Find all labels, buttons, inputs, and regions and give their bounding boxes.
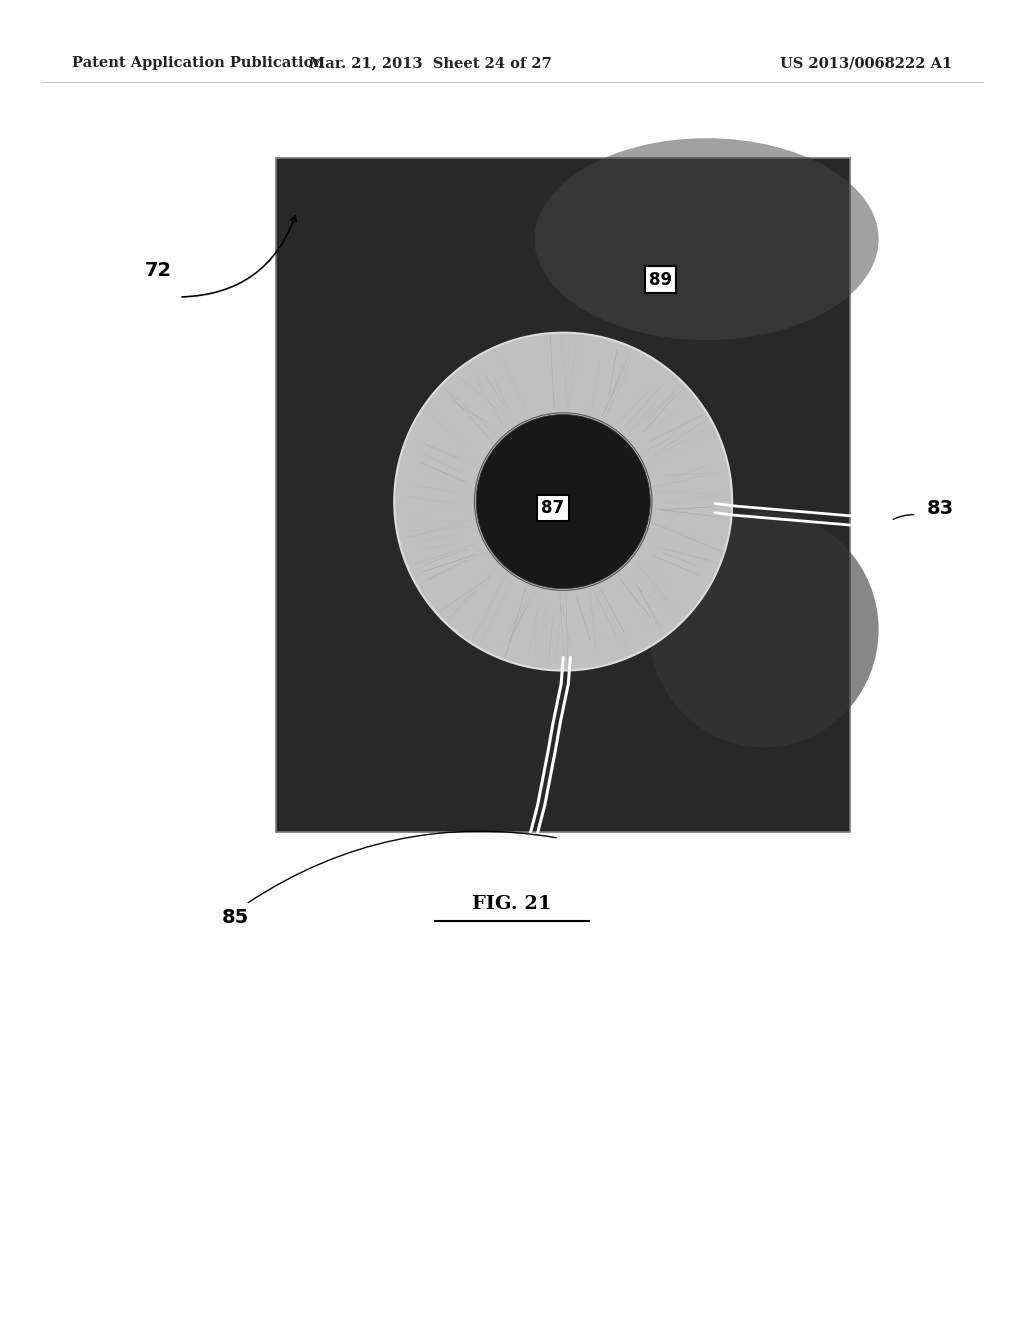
Ellipse shape <box>394 333 732 671</box>
Text: Mar. 21, 2013  Sheet 24 of 27: Mar. 21, 2013 Sheet 24 of 27 <box>308 57 552 70</box>
Bar <box>276 158 850 832</box>
Text: 72: 72 <box>145 261 172 280</box>
Ellipse shape <box>476 414 650 589</box>
Text: 87: 87 <box>542 499 564 517</box>
Ellipse shape <box>535 139 879 341</box>
Text: US 2013/0068222 A1: US 2013/0068222 A1 <box>780 57 952 70</box>
Text: 85: 85 <box>222 908 249 927</box>
Text: 83: 83 <box>927 499 953 517</box>
Text: Patent Application Publication: Patent Application Publication <box>72 57 324 70</box>
Ellipse shape <box>649 512 879 747</box>
Text: FIG. 21: FIG. 21 <box>472 895 552 913</box>
Text: 89: 89 <box>649 271 672 289</box>
